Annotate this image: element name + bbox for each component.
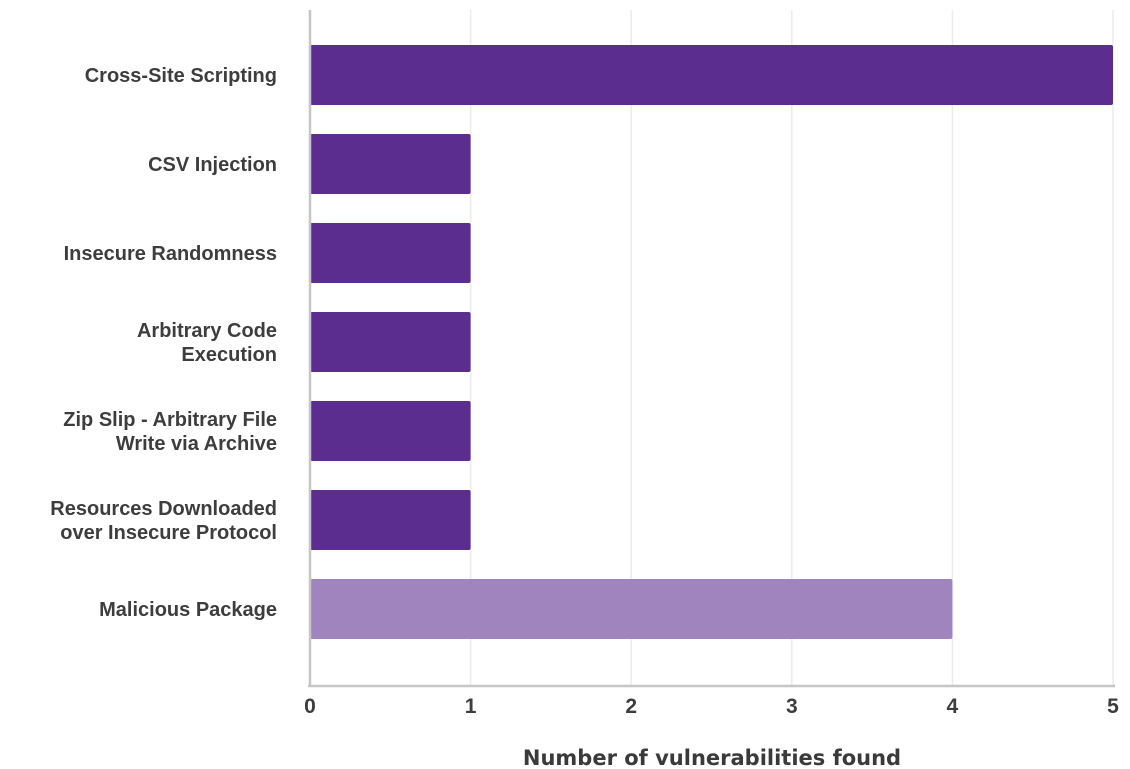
x-tick-labels: 0 1 2 3 4 5 (304, 695, 1119, 718)
category-label: Insecure Randomness (64, 243, 277, 265)
category-label: Resources Downloaded over Insecure Protoc… (50, 498, 277, 544)
category-label: Arbitrary Code Execution (137, 320, 277, 366)
category-label: Zip Slip - Arbitrary File Write via Archi… (63, 409, 277, 455)
x-tick-label: 1 (465, 695, 477, 718)
category-label-line: Zip Slip - Arbitrary File (63, 409, 277, 431)
category-label: Malicious Package (99, 599, 277, 621)
category-label: CSV Injection (148, 154, 277, 176)
x-tick-label: 4 (947, 695, 959, 718)
bar (310, 312, 471, 372)
x-axis-title: Number of vulnerabilities found (523, 746, 901, 769)
bar (310, 579, 953, 639)
category-label-line: Resources Downloaded (50, 498, 277, 520)
bar (310, 490, 471, 550)
x-tick-label: 5 (1107, 695, 1119, 718)
category-labels: Cross-Site Scripting CSV Injection Insecur… (50, 65, 277, 621)
category-label-line: over Insecure Protocol (60, 522, 277, 544)
bar (310, 223, 471, 283)
x-tick-label: 3 (786, 695, 798, 718)
category-label-line: Malicious Package (99, 599, 277, 621)
bar (310, 401, 471, 461)
axes (308, 10, 1115, 688)
bar (310, 45, 1113, 105)
category-label-line: Execution (181, 344, 277, 366)
gridlines (469, 10, 1114, 686)
category-label-line: Insecure Randomness (64, 243, 277, 265)
category-label-line: CSV Injection (148, 154, 277, 176)
category-label-line: Arbitrary Code (137, 320, 277, 342)
x-tick-label: 2 (625, 695, 637, 718)
bar (310, 134, 471, 194)
x-tick-label: 0 (304, 695, 316, 718)
category-label-line: Cross-Site Scripting (85, 65, 277, 87)
category-label-line: Write via Archive (116, 433, 277, 455)
bars (310, 45, 1113, 639)
category-label: Cross-Site Scripting (85, 65, 277, 87)
